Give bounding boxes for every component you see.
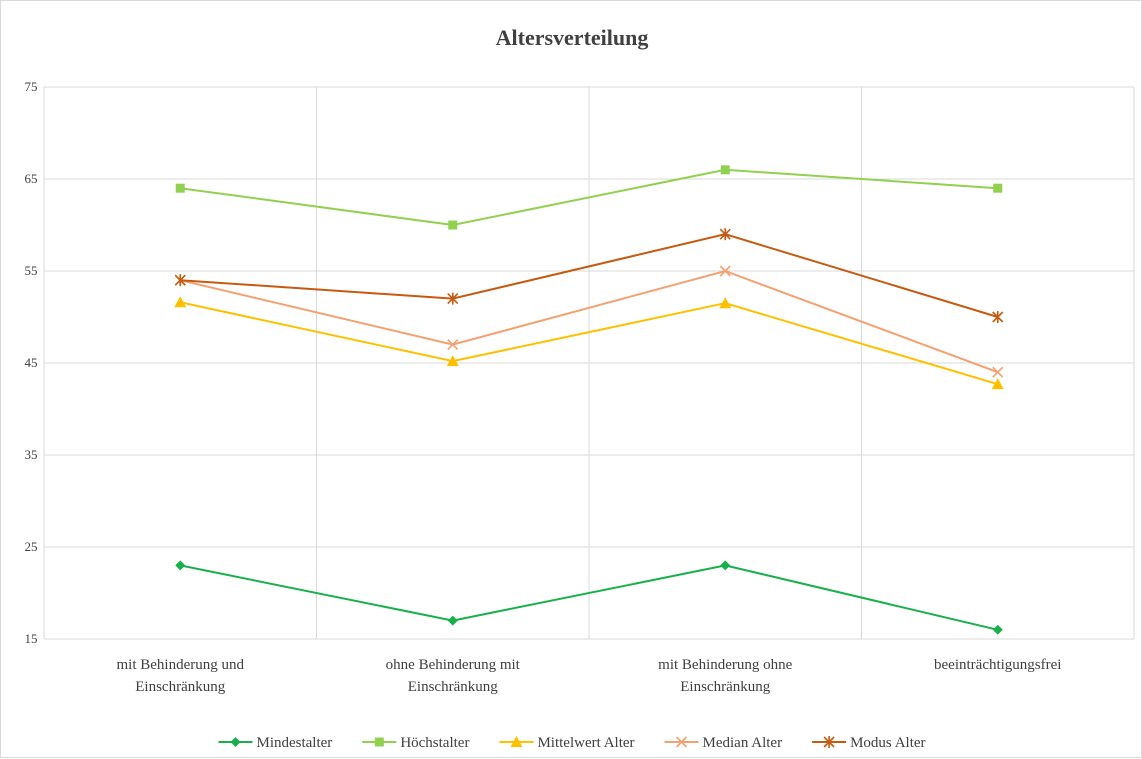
legend: Mindestalter Höchstalter Mittelwert Alter M…: [218, 735, 926, 751]
legend-marker: [510, 736, 523, 747]
data-point: [719, 265, 731, 277]
legend-label: Modus Alter: [850, 735, 925, 751]
y-tick-label: 35: [25, 447, 38, 462]
legend-label: Median Alter: [703, 735, 783, 751]
x-tick-label: ohne Behinderung mit Einschränkung: [386, 657, 521, 695]
series-line: [180, 233, 999, 318]
series-h-chstalter: [175, 165, 1003, 230]
data-point: [991, 378, 1004, 390]
legend-label: Höchstalter: [400, 735, 469, 751]
data-point: [720, 165, 730, 175]
series-mindestalter: [175, 560, 1003, 635]
data-point: [448, 220, 458, 230]
legend-marker: [823, 736, 835, 748]
legend-marker: [374, 737, 384, 747]
data-point: [719, 297, 732, 309]
legend-item: Höchstalter: [362, 735, 469, 751]
legend-marker: [675, 736, 688, 748]
series-line: [180, 269, 999, 374]
x-tick-label: mit Behinderung ohne Einschränkung: [658, 657, 792, 695]
y-tick-label: 75: [25, 79, 38, 94]
y-tick-label: 65: [25, 171, 38, 186]
data-point: [174, 296, 187, 308]
data-point: [993, 183, 1003, 193]
legend-marker: [230, 737, 241, 747]
x-tick-label: mit Behinderung und Einschränkung: [117, 657, 245, 695]
y-tick-label: 45: [25, 355, 38, 370]
data-point: [446, 355, 459, 367]
data-point: [447, 292, 459, 305]
legend-item: Mittelwert Alter: [499, 735, 635, 751]
series-modus-alter: [174, 228, 1004, 323]
data-point: [992, 311, 1004, 323]
data-point: [992, 624, 1003, 635]
series-line: [180, 301, 999, 386]
x-axis-labels: mit Behinderung und Einschränkung ohne Beh…: [117, 657, 1062, 695]
data-point: [174, 274, 186, 287]
data-point: [175, 560, 186, 571]
legend-item: Mindestalter: [218, 735, 332, 751]
y-tick-label: 25: [25, 539, 38, 554]
series-line: [180, 168, 998, 227]
x-tick-label: beeinträchtigungsfrei: [934, 657, 1061, 673]
legend-label: Mindestalter: [256, 735, 332, 751]
series-layer: [174, 165, 1004, 635]
y-tick-label: 15: [25, 631, 38, 646]
chart-title: Altersverteilung: [496, 25, 649, 50]
data-point: [992, 366, 1004, 378]
data-point: [720, 560, 731, 571]
legend-item: Median Alter: [664, 735, 783, 751]
legend-label: Mittelwert Alter: [537, 735, 634, 751]
series-line: [180, 564, 998, 631]
y-tick-label: 55: [25, 263, 38, 278]
legend-item: Modus Alter: [812, 735, 926, 751]
data-point: [447, 339, 459, 351]
data-point: [719, 228, 731, 241]
data-point: [447, 615, 458, 626]
series-mittelwert-alter: [174, 296, 1004, 390]
y-axis-ticks: 15 25 35 45 55 65 75: [25, 79, 38, 646]
data-point: [175, 183, 185, 193]
